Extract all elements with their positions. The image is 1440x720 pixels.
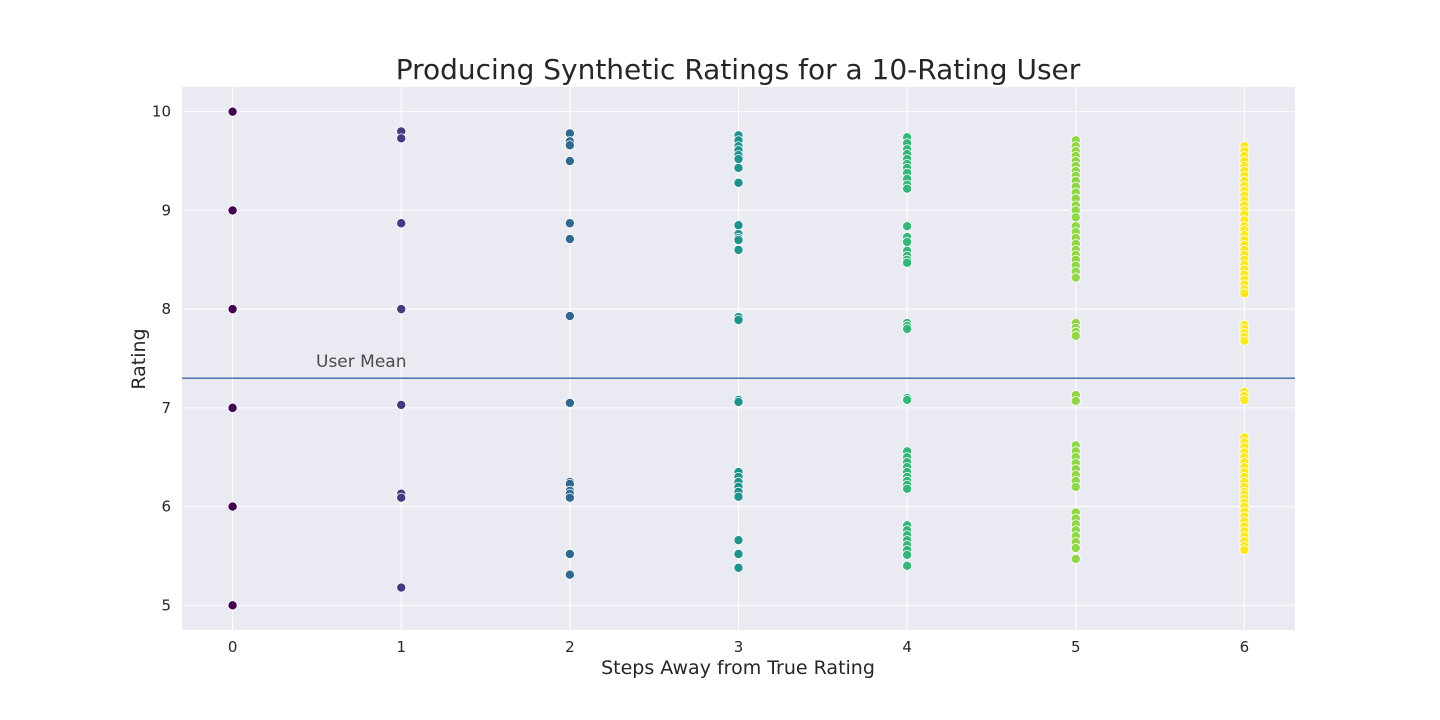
data-point (227, 402, 238, 413)
data-point (902, 323, 913, 334)
data-point (733, 162, 744, 173)
series-step-2 (564, 128, 575, 580)
data-point (227, 205, 238, 216)
data-point (1239, 288, 1250, 299)
series-step-4 (902, 132, 913, 571)
data-point (1239, 394, 1250, 405)
series-step-5 (1070, 135, 1081, 564)
series-step-3 (733, 130, 744, 573)
y-tick-label: 8 (161, 300, 171, 318)
data-point (564, 397, 575, 408)
data-point (902, 257, 913, 268)
data-point (227, 501, 238, 512)
y-tick-label: 7 (161, 399, 171, 417)
data-point (1070, 395, 1081, 406)
y-tick-label: 5 (161, 596, 171, 614)
x-tick-label: 1 (396, 638, 406, 656)
user-mean-label: User Mean (316, 352, 406, 372)
data-point (733, 491, 744, 502)
data-point (396, 399, 407, 410)
data-point (1239, 335, 1250, 346)
series-step-6 (1239, 141, 1250, 556)
data-point (902, 394, 913, 405)
data-point (1070, 330, 1081, 341)
data-point (733, 314, 744, 325)
y-tick-label: 10 (152, 103, 171, 121)
y-tick-labels: 5 6 7 8 9 10 (152, 103, 171, 615)
data-point (902, 237, 913, 248)
data-point (733, 235, 744, 246)
x-tick-label: 2 (565, 638, 575, 656)
data-point (564, 156, 575, 167)
series-step-0 (227, 106, 238, 611)
x-tick-label: 6 (1240, 638, 1250, 656)
data-point (733, 535, 744, 546)
data-point (227, 304, 238, 315)
data-point (733, 562, 744, 573)
data-point (396, 218, 407, 229)
gridlines (182, 87, 1295, 630)
data-point (1070, 543, 1081, 554)
data-point (227, 106, 238, 117)
data-point (396, 582, 407, 593)
data-point (564, 569, 575, 580)
series-step-1 (396, 126, 407, 593)
data-point (902, 221, 913, 232)
x-tick-label: 5 (1071, 638, 1081, 656)
data-point (564, 234, 575, 245)
data-point (733, 220, 744, 231)
data-point (396, 304, 407, 315)
data-point (1070, 272, 1081, 283)
x-tick-label: 0 (228, 638, 238, 656)
y-tick-label: 6 (161, 498, 171, 516)
data-point (1070, 553, 1081, 564)
y-tick-label: 9 (161, 201, 171, 219)
data-point (564, 218, 575, 229)
data-point (396, 133, 407, 144)
data-point (902, 483, 913, 494)
x-tick-labels: 0 1 2 3 4 5 6 (228, 638, 1249, 656)
data-point (733, 177, 744, 188)
data-point (227, 600, 238, 611)
data-point (902, 183, 913, 194)
data-point (1239, 545, 1250, 556)
data-point (564, 548, 575, 559)
x-tick-label: 3 (734, 638, 744, 656)
data-points (227, 106, 1250, 611)
data-point (564, 492, 575, 503)
data-point (733, 548, 744, 559)
x-tick-label: 4 (902, 638, 912, 656)
data-point (564, 140, 575, 151)
data-point (1070, 481, 1081, 492)
data-point (1070, 212, 1081, 223)
y-axis-label: Rating (128, 328, 150, 389)
data-point (902, 549, 913, 560)
data-point (564, 311, 575, 322)
data-point (733, 396, 744, 407)
data-point (733, 154, 744, 165)
x-axis-label: Steps Away from True Rating (601, 657, 875, 679)
data-point (733, 244, 744, 255)
chart-title: Producing Synthetic Ratings for a 10-Rat… (396, 53, 1081, 86)
data-point (396, 492, 407, 503)
data-point (902, 560, 913, 571)
